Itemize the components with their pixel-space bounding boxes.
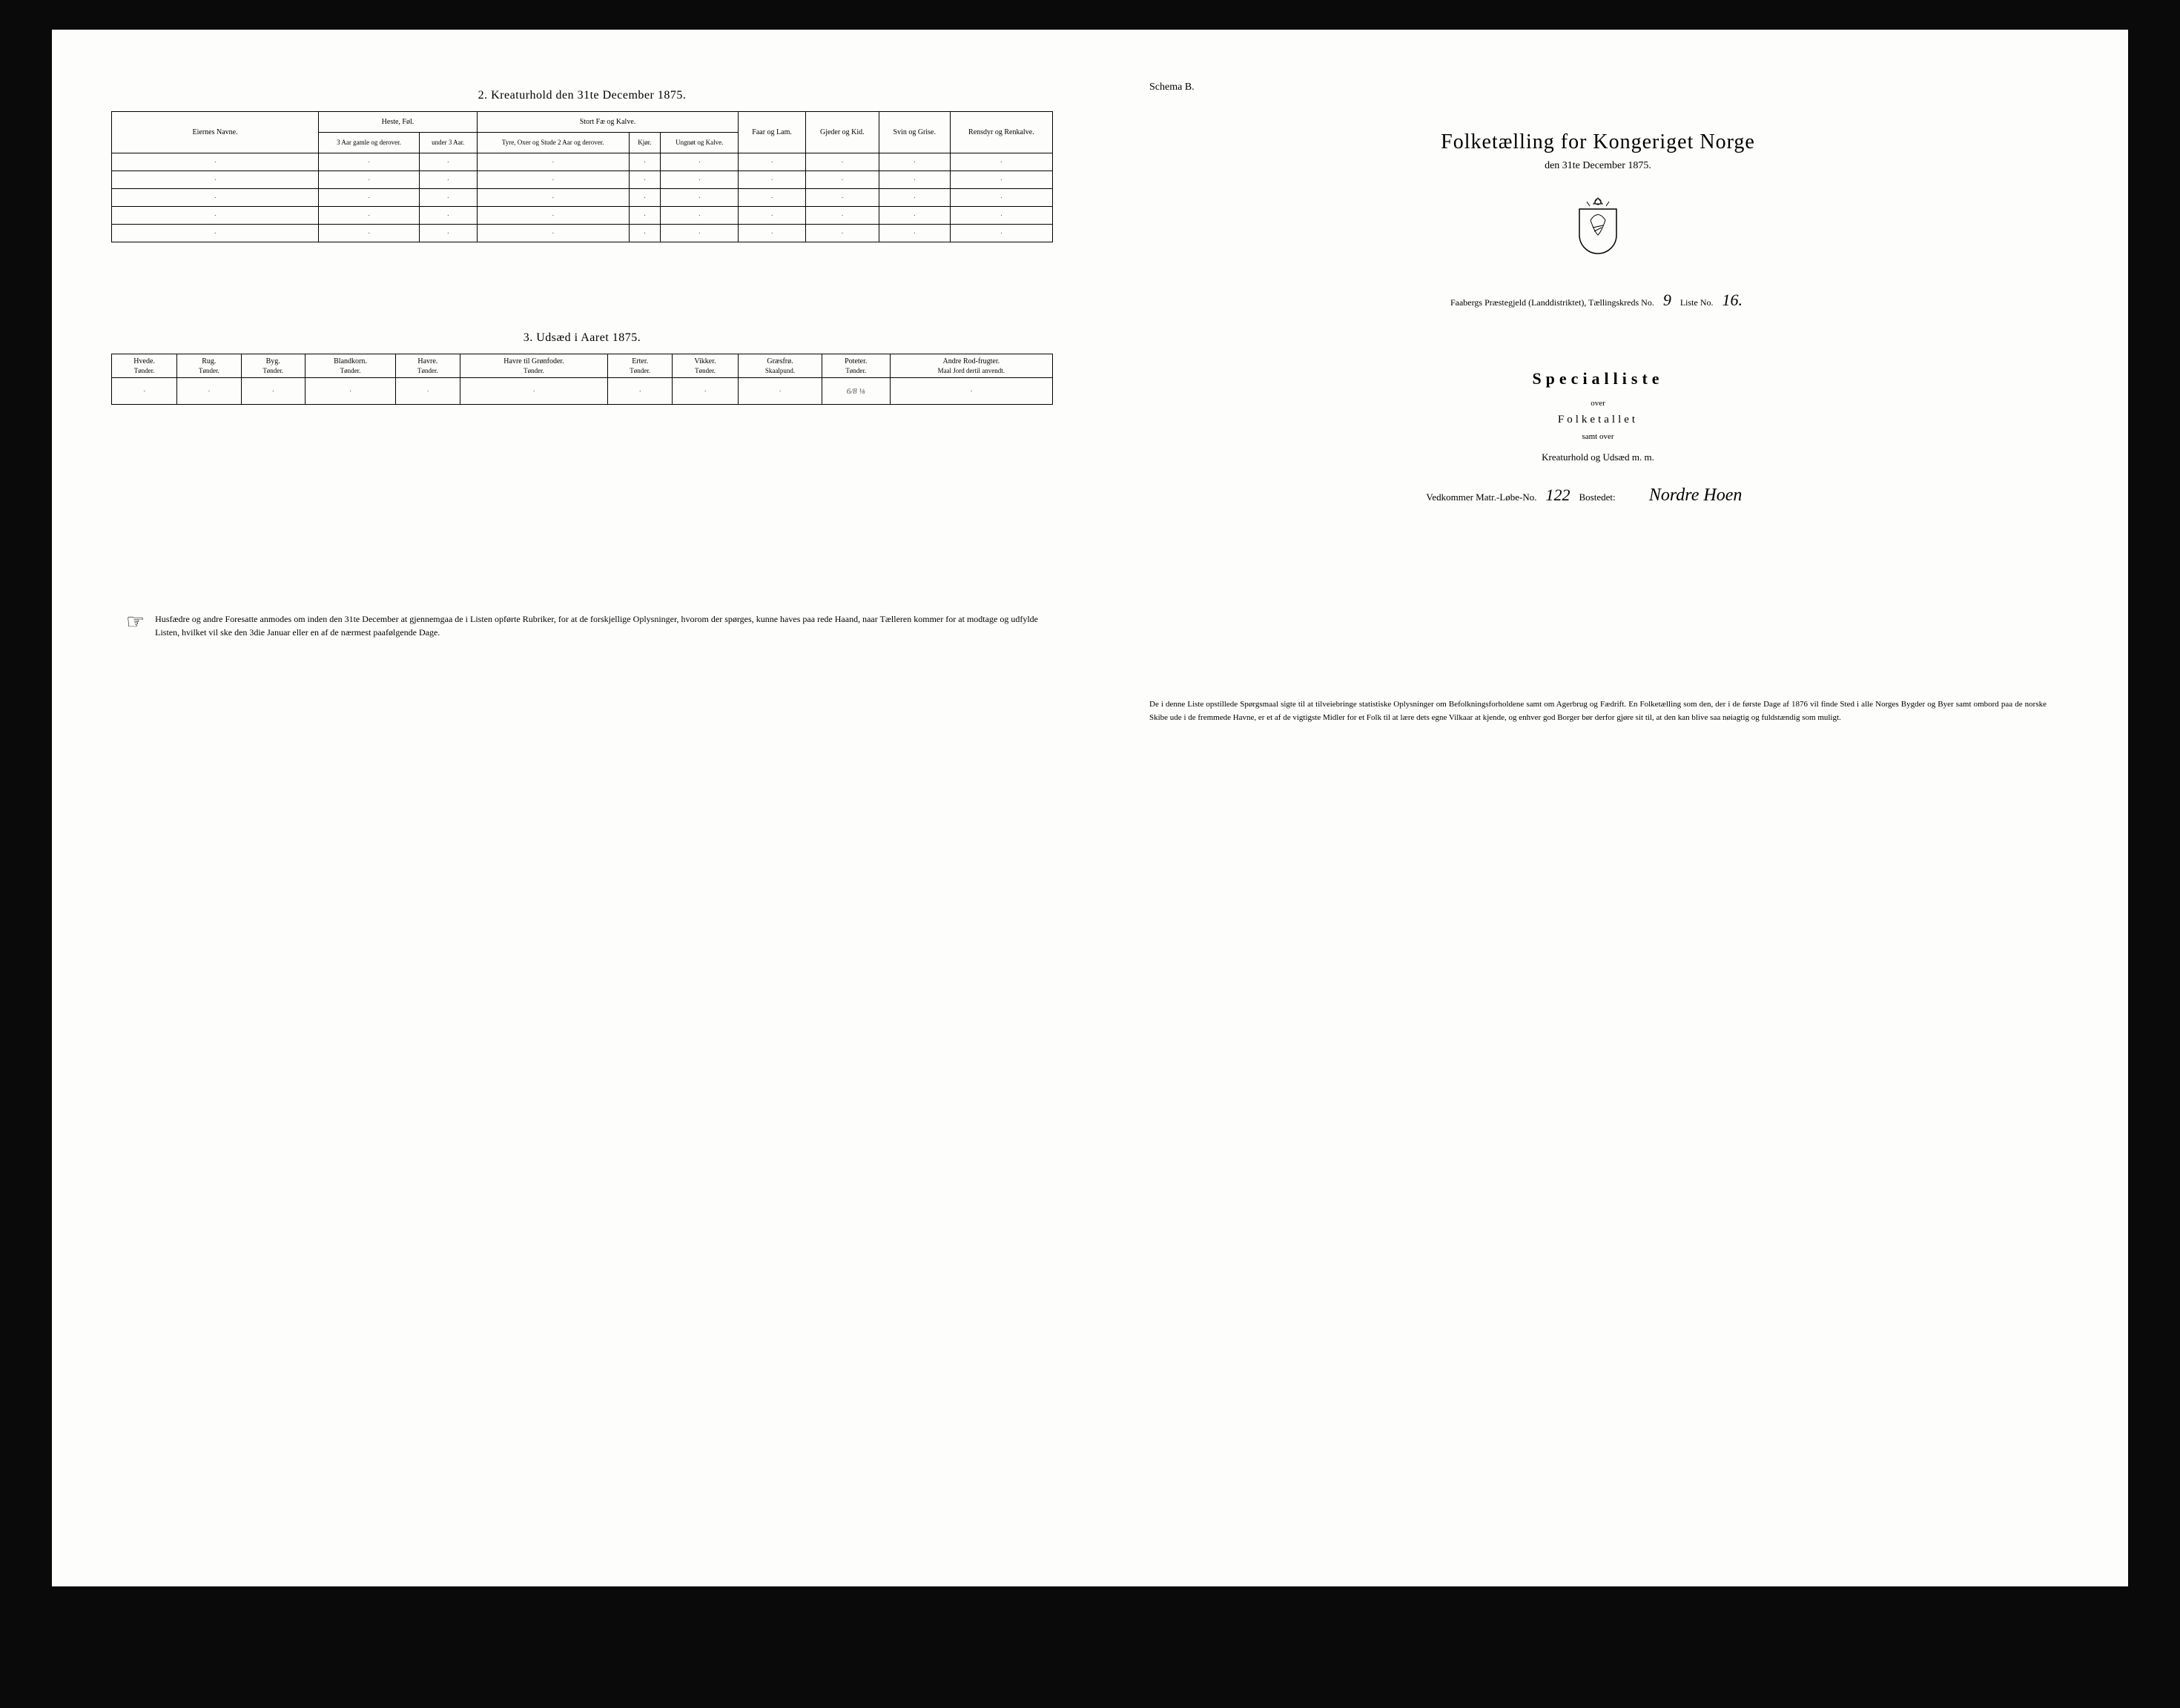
th-gjeder: Gjeder og Kid. — [805, 112, 879, 153]
th-eier: Eiernes Navne. — [112, 112, 319, 153]
bostedet-value: Nordre Hoen — [1622, 486, 1770, 506]
th-stort-sub2: Kjør. — [629, 133, 661, 153]
th-heste: Heste, Føl. — [319, 112, 478, 133]
table-row: ·········· — [112, 171, 1053, 189]
kreaturhold-tbody: ·········· ·········· ·········· ·······… — [112, 153, 1053, 242]
table-row: ·········· — [112, 207, 1053, 225]
bottom-paragraph: De i denne Liste opstillede Spørgsmaal s… — [1127, 698, 2069, 724]
th-blandkorn: Blandkorn.Tønder. — [305, 354, 395, 378]
kreaturhold-table: Eiernes Navne. Heste, Føl. Stort Fæ og K… — [111, 111, 1053, 242]
th-faar: Faar og Lam. — [739, 112, 806, 153]
th-svin: Svin og Grise. — [879, 112, 950, 153]
liste-label: Liste No. — [1680, 297, 1714, 308]
th-heste-sub1: 3 Aar gamle og derover. — [319, 133, 420, 153]
samt-over-label: samt over — [1127, 432, 2069, 441]
th-havre-gron: Havre til Grønfoder.Tønder. — [460, 354, 608, 378]
th-vikker: Vikker.Tønder. — [672, 354, 738, 378]
section2-title: 2. Kreaturhold den 31te December 1875. — [111, 89, 1053, 102]
th-andre: Andre Rod-frugter.Maal Jord dertil anven… — [890, 354, 1052, 378]
th-erter: Erter.Tønder. — [608, 354, 672, 378]
notice-block: ☞ Husfædre og andre Foresatte anmodes om… — [111, 612, 1053, 639]
main-title: Folketælling for Kongeriget Norge — [1127, 130, 2069, 154]
th-poteter: Poteter.Tønder. — [822, 354, 890, 378]
right-page: Schema B. Folketælling for Kongeriget No… — [1105, 74, 2091, 1542]
table-row: ·········· — [112, 189, 1053, 207]
liste-no: 16. — [1720, 291, 1746, 310]
district-no: 9 — [1660, 291, 1674, 310]
bostedet-label: Bostedet: — [1579, 491, 1616, 503]
schema-label: Schema B. — [1149, 82, 2069, 93]
vedkommer-line: Vedkommer Matr.-Løbe-No. 122 Bostedet: N… — [1127, 486, 2069, 506]
th-graesfro: Græsfrø.Skaalpund. — [739, 354, 822, 378]
pointing-hand-icon: ☞ — [126, 612, 145, 639]
table-row: ·········· — [112, 225, 1053, 242]
table-row: · · · · · · · · · 6/8 ⅛ · — [112, 378, 1053, 405]
notice-text: Husfædre og andre Foresatte anmodes om i… — [155, 612, 1038, 639]
th-hvede: Hvede.Tønder. — [112, 354, 177, 378]
th-stort-sub1: Tyre, Oxer og Stude 2 Aar og derover. — [477, 133, 629, 153]
th-stort-sub3: Ungnøt og Kalve. — [661, 133, 739, 153]
th-byg: Byg.Tønder. — [241, 354, 305, 378]
vedk-no: 122 — [1543, 486, 1573, 505]
vedk-label: Vedkommer Matr.-Løbe-No. — [1426, 491, 1536, 503]
th-havre: Havre.Tønder. — [396, 354, 460, 378]
th-rug: Rug.Tønder. — [177, 354, 241, 378]
th-rensdyr: Rensdyr og Renkalve. — [950, 112, 1052, 153]
kreatur-line: Kreaturhold og Udsæd m. m. — [1127, 451, 2069, 463]
table-row: ·········· — [112, 153, 1053, 171]
section3-title: 3. Udsæd i Aaret 1875. — [111, 331, 1053, 345]
folketallet-label: Folketallet — [1127, 414, 2069, 426]
specialliste-title: Specialliste — [1127, 369, 2069, 388]
document-scan: 2. Kreaturhold den 31te December 1875. E… — [52, 30, 2128, 1586]
district-line: Faabergs Præstegjeld (Landdistriktet), T… — [1127, 291, 2069, 310]
left-page: 2. Kreaturhold den 31te December 1875. E… — [89, 74, 1075, 1542]
district-prefix: Faabergs Præstegjeld (Landdistriktet), T… — [1450, 297, 1654, 308]
over-label: over — [1127, 399, 2069, 408]
subtitle: den 31te December 1875. — [1127, 160, 2069, 172]
udsaed-table: Hvede.Tønder. Rug.Tønder. Byg.Tønder. Bl… — [111, 354, 1053, 405]
coat-of-arms-icon — [1572, 194, 1624, 261]
th-heste-sub2: under 3 Aar. — [419, 133, 477, 153]
th-stort: Stort Fæ og Kalve. — [477, 112, 739, 133]
